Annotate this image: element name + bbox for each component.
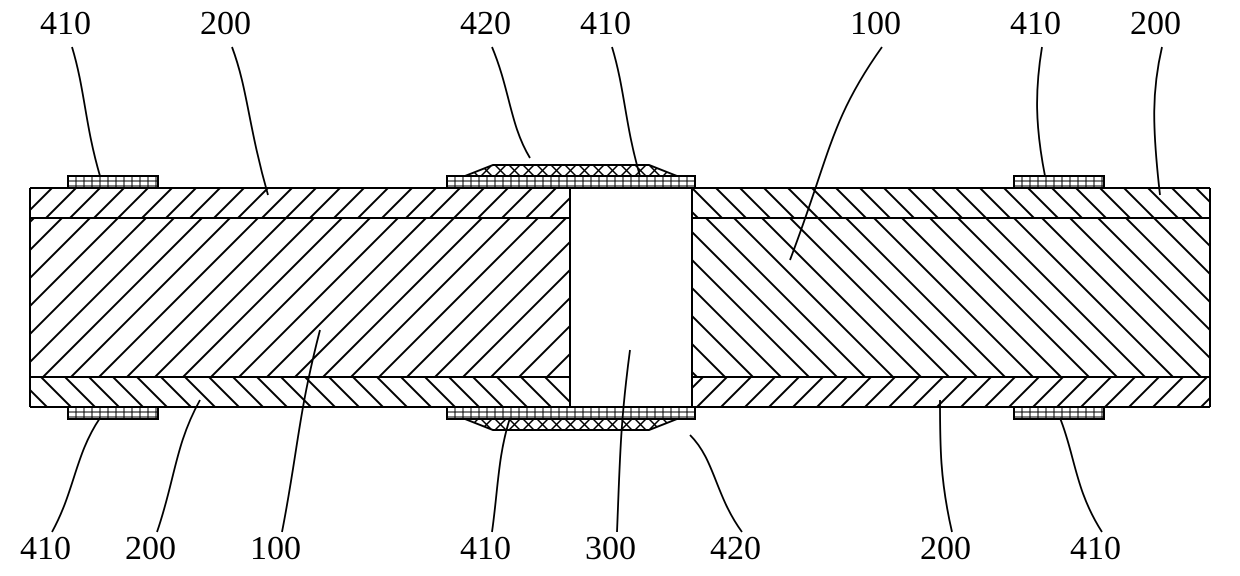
ref-label-200: 200 bbox=[200, 5, 251, 43]
ref-label-410: 410 bbox=[20, 530, 71, 568]
ref-label-100: 100 bbox=[850, 5, 901, 43]
ref-label-200: 200 bbox=[125, 530, 176, 568]
diagram-container: 410 200 420 410 100 410 200 410 200 100 410 300 420 2… bbox=[0, 0, 1240, 576]
ref-label-410: 410 bbox=[1070, 530, 1121, 568]
ref-label-410: 410 bbox=[460, 530, 511, 568]
ref-label-410: 410 bbox=[1010, 5, 1061, 43]
ref-label-300: 300 bbox=[585, 530, 636, 568]
ref-label-410: 410 bbox=[580, 5, 631, 43]
ref-label-200: 200 bbox=[920, 530, 971, 568]
diagram-svg bbox=[0, 0, 1240, 576]
ref-label-420: 420 bbox=[710, 530, 761, 568]
ref-label-100: 100 bbox=[250, 530, 301, 568]
ref-label-200: 200 bbox=[1130, 5, 1181, 43]
ref-label-410: 410 bbox=[40, 5, 91, 43]
ref-label-420: 420 bbox=[460, 5, 511, 43]
